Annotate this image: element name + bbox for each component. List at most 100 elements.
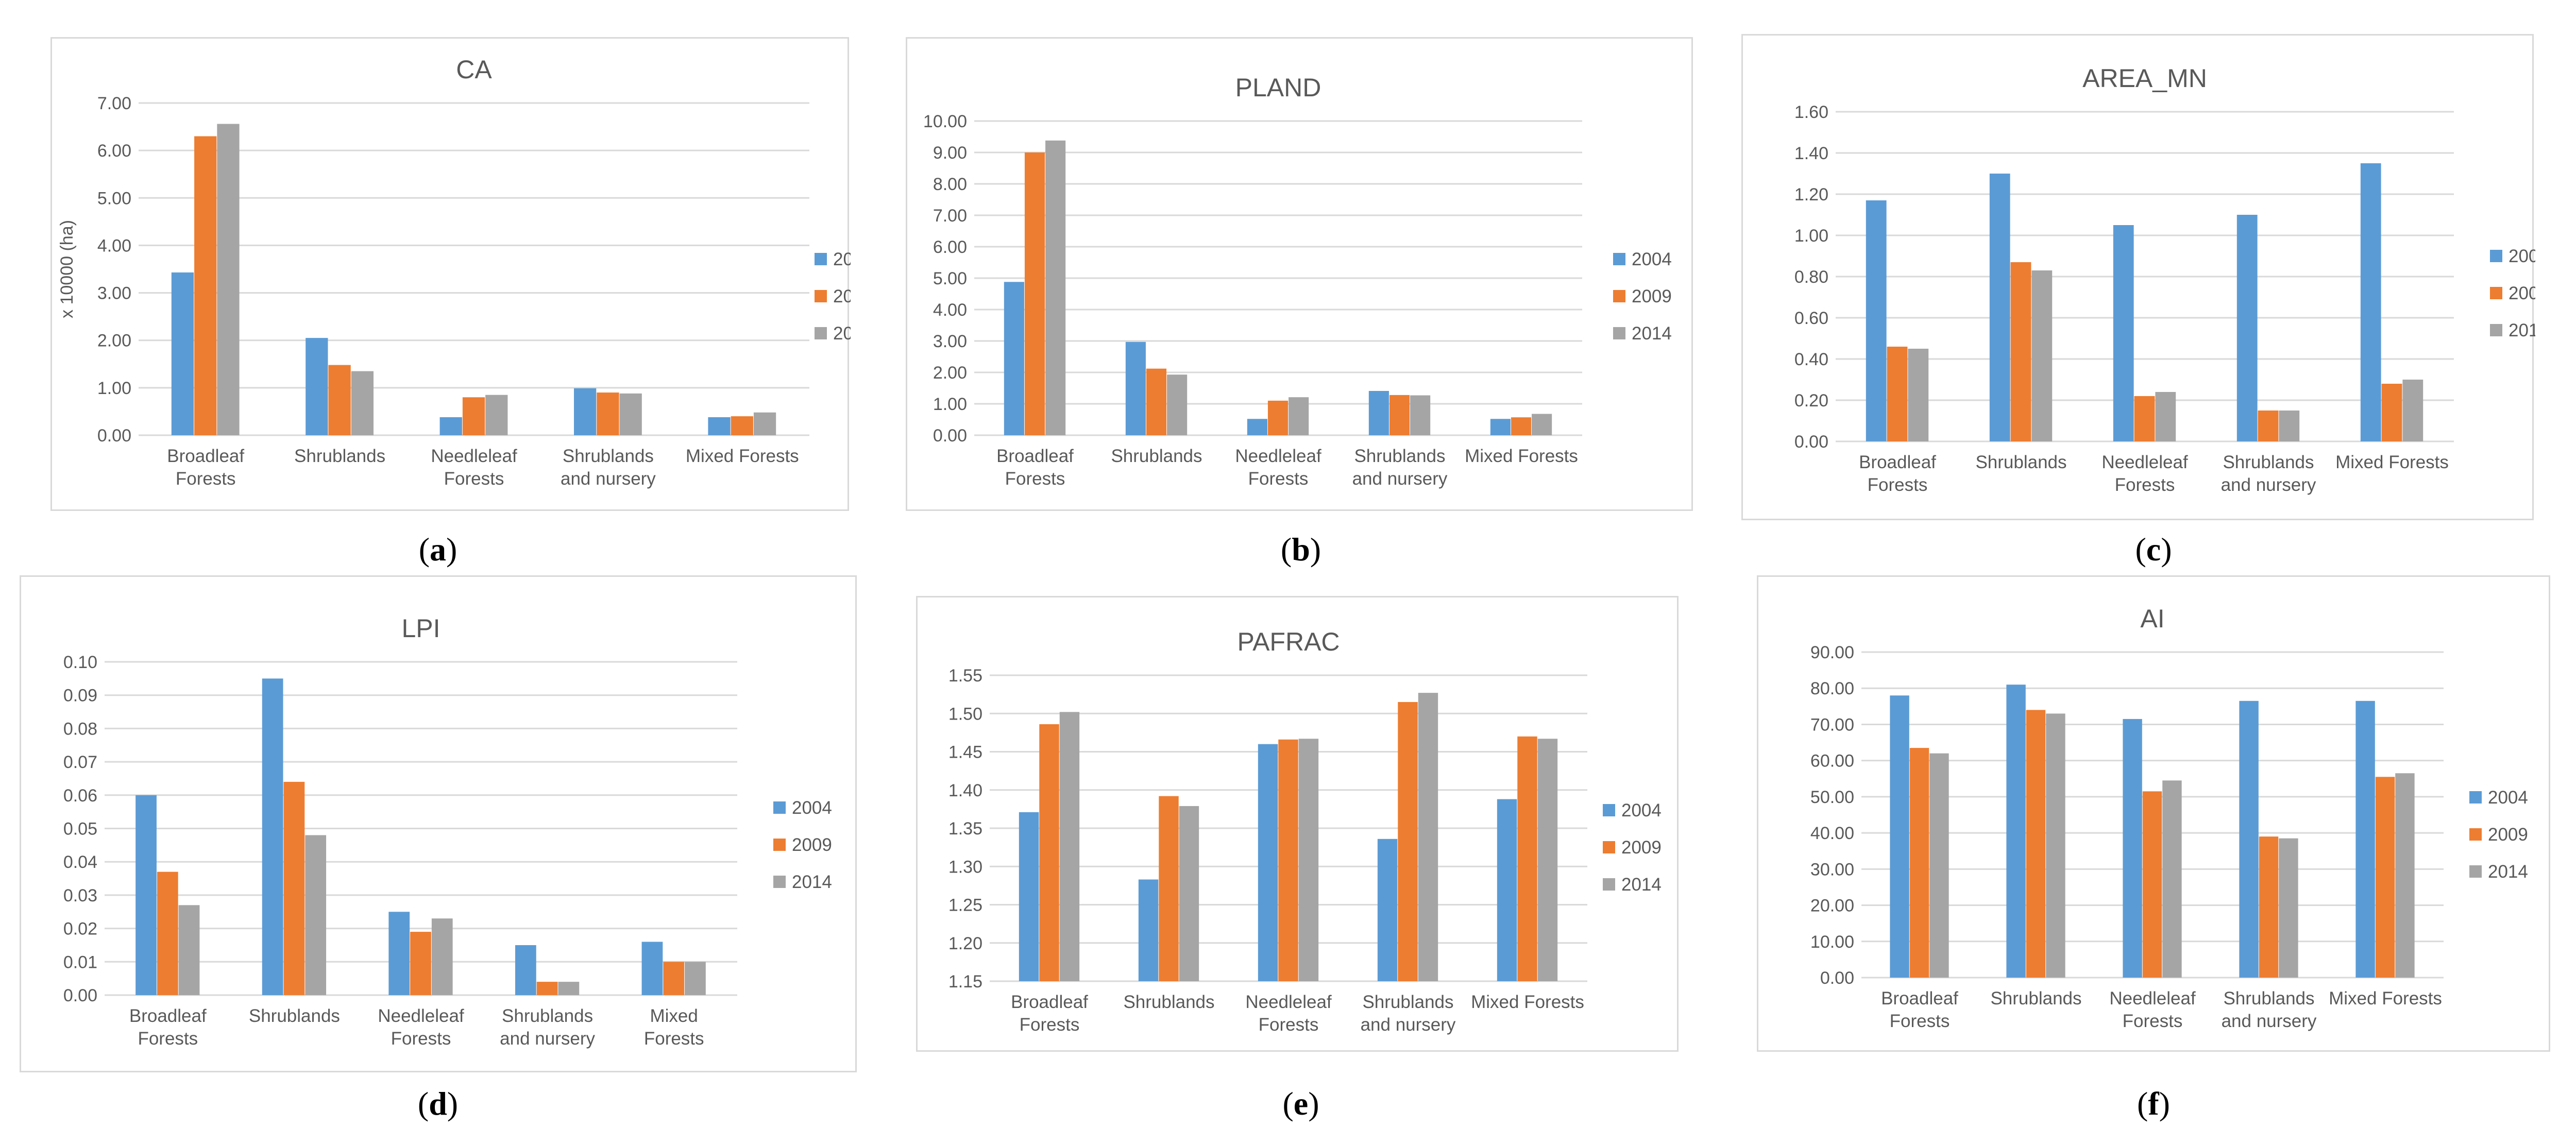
category-label: Mixed Forests bbox=[686, 446, 799, 466]
y-tick-label: 0.05 bbox=[63, 819, 97, 839]
bar-2009-0 bbox=[157, 871, 178, 995]
category-label: and nursery bbox=[1352, 469, 1448, 489]
legend-label-2014: 2014 bbox=[1632, 323, 1672, 344]
bar-2009-1 bbox=[2010, 262, 2031, 441]
bar-2004-1 bbox=[2006, 685, 2026, 978]
y-tick-label: 1.20 bbox=[1794, 185, 1828, 204]
category-label: Forests bbox=[391, 1029, 451, 1049]
bar-2009-4 bbox=[731, 416, 753, 435]
legend-label-2004: 2004 bbox=[833, 249, 851, 269]
category-label: Needleleaf bbox=[1245, 992, 1332, 1012]
bar-2014-3 bbox=[2279, 411, 2300, 441]
category-label: Shrublands bbox=[1354, 446, 1445, 466]
y-tick-label: 0.60 bbox=[1794, 309, 1828, 328]
bar-2014-0 bbox=[178, 905, 200, 995]
y-tick-label: 0.80 bbox=[1794, 267, 1828, 287]
bar-2009-1 bbox=[1146, 368, 1167, 435]
legend-label-2014: 2014 bbox=[792, 872, 832, 892]
y-tick-label: 60.00 bbox=[1810, 751, 1854, 771]
y-tick-label: 1.55 bbox=[948, 666, 982, 686]
y-tick-label: 1.45 bbox=[948, 743, 982, 762]
bar-2009-2 bbox=[410, 932, 431, 995]
legend-swatch-2004 bbox=[815, 253, 827, 265]
bar-2014-1 bbox=[305, 835, 327, 995]
bar-2014-2 bbox=[485, 395, 508, 435]
bar-2004-3 bbox=[2236, 215, 2258, 441]
y-tick-label: 1.30 bbox=[948, 857, 982, 877]
bar-2004-2 bbox=[439, 417, 462, 435]
y-tick-label: 2.00 bbox=[97, 331, 131, 351]
category-label: Mixed Forests bbox=[1471, 992, 1584, 1012]
legend-label-2009: 2009 bbox=[1632, 286, 1672, 306]
category-label: Needleleaf bbox=[2109, 988, 2196, 1009]
y-tick-label: 10.00 bbox=[1810, 932, 1854, 952]
y-tick-label: 1.00 bbox=[933, 395, 967, 414]
bar-2004-3 bbox=[2239, 700, 2259, 978]
bar-2009-0 bbox=[1039, 724, 1059, 981]
category-label: Mixed Forests bbox=[1465, 446, 1578, 466]
bar-2009-1 bbox=[1159, 796, 1179, 981]
category-label: Broadleaf bbox=[1881, 988, 1958, 1009]
category-label: Shrublands bbox=[294, 446, 385, 466]
chart-title: AREA_MN bbox=[2082, 64, 2207, 93]
category-label: Shrublands bbox=[1362, 992, 1453, 1012]
category-label: Shrublands bbox=[2223, 452, 2314, 472]
y-tick-label: 0.20 bbox=[1794, 391, 1828, 411]
y-tick-label: 0.00 bbox=[63, 986, 97, 1005]
legend-swatch-2014 bbox=[815, 327, 827, 339]
legend-label-2014: 2014 bbox=[1621, 875, 1662, 895]
y-tick-label: 5.00 bbox=[933, 269, 967, 288]
category-label: and nursery bbox=[561, 469, 656, 489]
y-tick-label: 1.25 bbox=[948, 896, 982, 915]
category-label: Mixed bbox=[650, 1006, 698, 1026]
bar-2004-3 bbox=[515, 945, 536, 995]
legend-label-2004: 2004 bbox=[2488, 788, 2528, 808]
category-label: Mixed Forests bbox=[2329, 988, 2442, 1009]
y-axis-label: x 10000 (ha) bbox=[57, 220, 77, 318]
y-tick-label: 0.00 bbox=[933, 426, 967, 446]
category-label: Forests bbox=[1020, 1015, 1080, 1035]
legend-label-2014: 2014 bbox=[833, 323, 851, 344]
chart-svg-a: CA 0.00 1.00 2.00 3.00 4.00 5.00 6.00 7.00 x 1000… bbox=[57, 55, 851, 489]
category-label: Forests bbox=[1005, 469, 1065, 489]
bar-2004-3 bbox=[1377, 839, 1398, 981]
bar-2014-0 bbox=[1045, 140, 1066, 435]
bar-2009-0 bbox=[1024, 152, 1045, 435]
chart-panel-e: PAFRAC 1.15 1.20 1.25 1.30 1.35 1.40 1.45 1.50 1.… bbox=[916, 596, 1679, 1052]
bar-2004-3 bbox=[1368, 390, 1389, 435]
category-label: and nursery bbox=[2221, 475, 2316, 495]
bar-2014-2 bbox=[2162, 780, 2182, 978]
bar-2004-4 bbox=[708, 417, 731, 435]
legend-label-2009: 2009 bbox=[1621, 838, 1662, 858]
bar-2014-2 bbox=[1298, 739, 1319, 981]
bar-2009-4 bbox=[1517, 736, 1537, 981]
legend-swatch-2009 bbox=[815, 290, 827, 302]
bar-2004-2 bbox=[2113, 225, 2134, 441]
y-tick-label: 30.00 bbox=[1810, 860, 1854, 879]
bar-2014-3 bbox=[1410, 395, 1431, 435]
category-label: Shrublands bbox=[249, 1006, 340, 1026]
category-label: Broadleaf bbox=[129, 1006, 207, 1026]
chart-title: PLAND bbox=[1235, 73, 1321, 102]
bar-2014-4 bbox=[753, 412, 776, 435]
chart-panel-c: AREA_MN 0.00 0.20 0.40 0.60 0.80 1.00 1.20 1.40 1… bbox=[1741, 34, 2535, 520]
category-label: and nursery bbox=[2222, 1011, 2317, 1031]
bar-2009-3 bbox=[1398, 702, 1418, 981]
y-tick-label: 0.04 bbox=[63, 852, 97, 872]
bar-2004-2 bbox=[2123, 719, 2142, 978]
category-label: Forests bbox=[1259, 1015, 1319, 1035]
bar-2009-3 bbox=[2258, 411, 2279, 441]
bar-2004-1 bbox=[1989, 174, 2010, 441]
bar-2014-1 bbox=[1179, 806, 1199, 981]
category-label: Forests bbox=[1868, 475, 1928, 495]
legend-label-2014: 2014 bbox=[2509, 320, 2535, 340]
bar-2004-1 bbox=[1125, 341, 1146, 435]
category-label: Forests bbox=[2123, 1011, 2183, 1031]
bar-2009-2 bbox=[1267, 400, 1289, 435]
bar-2009-4 bbox=[2375, 777, 2395, 978]
legend-label-2009: 2009 bbox=[833, 286, 851, 306]
legend-label-2009: 2009 bbox=[2488, 825, 2528, 845]
chart-svg-f: AI 0.00 10.00 20.00 30.00 40.00 50.00 60.00 70.0… bbox=[1810, 604, 2528, 1031]
y-tick-label: 7.00 bbox=[97, 94, 131, 113]
chart-panel-b: PLAND 0.00 1.00 2.00 3.00 4.00 5.00 6.00 7.00 8.0… bbox=[906, 37, 1693, 511]
